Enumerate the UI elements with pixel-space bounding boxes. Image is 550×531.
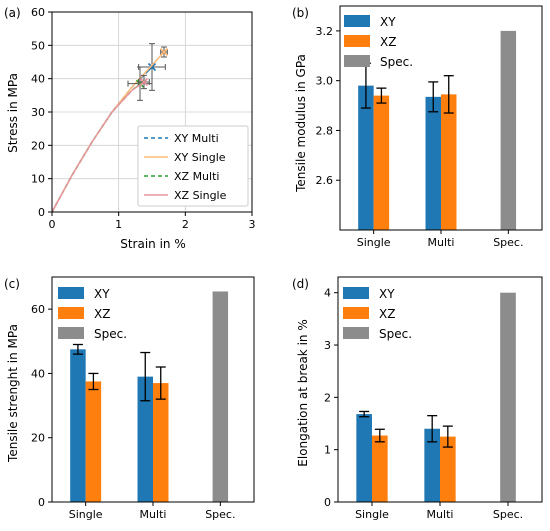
- panel-b-ytick-label-3: 3.2: [316, 25, 334, 38]
- panel-b-axes-frame: [339, 5, 543, 231]
- panel-b-legend-swatch-1: [344, 35, 370, 47]
- panel-b-plot-area: 2.6 2.8 3.0 3.2 Single Multi Spec. XY XZ Spec.: [316, 5, 543, 249]
- panel-b-legend-label-0: XY: [380, 15, 396, 29]
- panel-c-plot-area: 0 20 40 60 Single Multi Spec. XY XZ Spec.: [31, 276, 255, 521]
- panel-d-plot-area: 0 1 2 3 4 Single Multi Spec. XY XZ Spec.: [324, 276, 543, 521]
- panel-c-legend-swatch-0: [58, 287, 84, 299]
- panel-c-tensile-strength: (c) 0 20 40 60 Single Multi Spec. XY XZ Spec. Ten…: [4, 276, 255, 521]
- panel-b-bar-0-0: [358, 85, 374, 231]
- panel-a-end-marker-0: [147, 62, 157, 72]
- panel-b-label: (b): [292, 6, 309, 20]
- panel-c-ytick-label-1: 20: [31, 432, 45, 445]
- panel-b-legend-swatch-2: [344, 55, 370, 67]
- panel-d-ylabel: Elongation at break in %: [296, 319, 310, 466]
- panel-c-legend-label-0: XY: [94, 287, 110, 301]
- panel-b-legend-label-1: XZ: [380, 35, 396, 49]
- panel-d-legend-swatch-0: [343, 287, 369, 299]
- panel-a-ytick-label-3: 30: [31, 106, 45, 119]
- panel-d-bar-2-2: [500, 292, 516, 502]
- panel-c-bar-2-2: [212, 291, 229, 502]
- panel-b-category-label-2: Spec.: [493, 236, 523, 249]
- panel-a-ytick-label-6: 60: [31, 6, 45, 19]
- panel-c-axes-frame: [51, 276, 255, 503]
- panel-d-label: (d): [292, 277, 309, 291]
- panel-a-end-marker-3: [139, 77, 149, 87]
- panel-a-legend-box: [137, 125, 249, 207]
- panel-c-legend-label-1: XZ: [94, 307, 110, 321]
- panel-b-ytick-label-0: 2.6: [316, 174, 334, 187]
- panel-c-legend-swatch-2: [58, 327, 84, 339]
- panel-d-ytick-label-1: 1: [324, 444, 331, 457]
- panel-a-xtick-label-2: 2: [182, 218, 189, 231]
- panel-d-category-label-1: Multi: [427, 508, 454, 521]
- panel-d-category-label-2: Spec.: [493, 508, 523, 521]
- panel-c-ytick-label-0: 0: [38, 496, 45, 509]
- panel-c-bar-0-1: [137, 376, 153, 502]
- panel-d-bar-0-0: [356, 414, 372, 502]
- panel-a-series-line-2: [51, 83, 141, 213]
- panel-c-ylabel: Tensile strenght in MPa: [6, 324, 20, 463]
- panel-c-category-label-0: Single: [69, 508, 103, 521]
- panel-a-xtick-label-0: 0: [49, 218, 56, 231]
- panel-a-ytick-label-0: 0: [38, 206, 45, 219]
- panel-a-xlabel: Strain in %: [120, 237, 186, 251]
- panel-a-xtick-label-1: 1: [115, 218, 122, 231]
- panel-b-bar-1-1: [441, 94, 457, 230]
- panel-d-elongation: (d) 0 1 2 3 4 Single Multi Spec. XY XZ Spec. Elong…: [292, 276, 543, 521]
- panel-c-category-label-2: Spec.: [205, 508, 235, 521]
- panel-b-tensile-modulus: (b) 2.6 2.8 3.0 3.2 Single Multi Spec. XY XZ Spec…: [292, 5, 543, 249]
- panel-c-bar-1-0: [85, 381, 102, 502]
- panel-b-ytick-label-1: 2.8: [316, 124, 334, 137]
- panel-a-end-marker-1: [159, 47, 169, 57]
- panel-c-category-label-1: Multi: [140, 508, 167, 521]
- panel-b-legend-swatch-0: [344, 15, 370, 27]
- panel-b-ytick-label-2: 3.0: [316, 75, 334, 88]
- panel-a-ytick-label-2: 20: [31, 139, 45, 152]
- panel-a-axes-frame: [51, 11, 253, 213]
- panel-b-ylabel: Tensile modulus in GPa: [294, 54, 308, 193]
- panel-a-label: (a): [4, 6, 21, 20]
- panel-a-legend-label-1: XY Single: [174, 151, 226, 164]
- panel-a-legend-label-0: XY Multi: [174, 132, 219, 145]
- panel-b-bar-0-1: [425, 96, 441, 230]
- panel-d-legend-label-2: Spec.: [379, 327, 412, 341]
- panel-c-ytick-label-2: 40: [31, 367, 45, 380]
- panel-b-category-label-1: Multi: [428, 236, 455, 249]
- panel-b-bar-2-2: [500, 30, 517, 231]
- panel-d-bar-0-1: [424, 428, 440, 502]
- panel-a-xtick-label-3: 3: [249, 218, 256, 231]
- panel-a-series-line-0: [51, 66, 153, 213]
- panel-c-ytick-label-3: 60: [31, 303, 45, 316]
- panel-d-legend-label-1: XZ: [379, 307, 395, 321]
- panel-d-legend-swatch-1: [343, 307, 369, 319]
- panel-d-ytick-label-2: 2: [324, 391, 331, 404]
- panel-d-ytick-label-4: 4: [324, 287, 331, 300]
- panel-d-legend-label-0: XY: [379, 287, 395, 301]
- panel-a-ytick-label-4: 40: [31, 73, 45, 86]
- panel-a-legend-label-2: XZ Multi: [174, 170, 219, 183]
- panel-a-ytick-label-5: 50: [31, 39, 45, 52]
- panel-a-ylabel: Stress in MPa: [6, 73, 20, 153]
- panel-c-legend-swatch-1: [58, 307, 84, 319]
- panel-d-axes-frame: [337, 276, 543, 503]
- panel-d-bar-1-0: [372, 435, 388, 502]
- panel-a-series-line-3: [51, 81, 145, 213]
- panel-d-bar-1-1: [440, 436, 456, 502]
- panel-d-ytick-label-3: 3: [324, 339, 331, 352]
- panel-a-legend-label-3: XZ Single: [174, 189, 227, 202]
- panel-a-ytick-label-1: 10: [31, 173, 45, 186]
- panel-c-legend-label-2: Spec.: [94, 327, 127, 341]
- panel-d-ytick-label-0: 0: [324, 496, 331, 509]
- panel-c-label: (c): [4, 277, 20, 291]
- panel-b-legend-label-2: Spec.: [380, 55, 413, 69]
- panel-c-bar-1-1: [153, 383, 169, 502]
- panel-c-bar-0-0: [70, 349, 86, 502]
- panel-d-legend-swatch-2: [343, 327, 369, 339]
- panel-d-category-label-0: Single: [355, 508, 389, 521]
- panel-b-bar-1-0: [373, 95, 390, 230]
- panel-b-category-label-0: Single: [357, 236, 391, 249]
